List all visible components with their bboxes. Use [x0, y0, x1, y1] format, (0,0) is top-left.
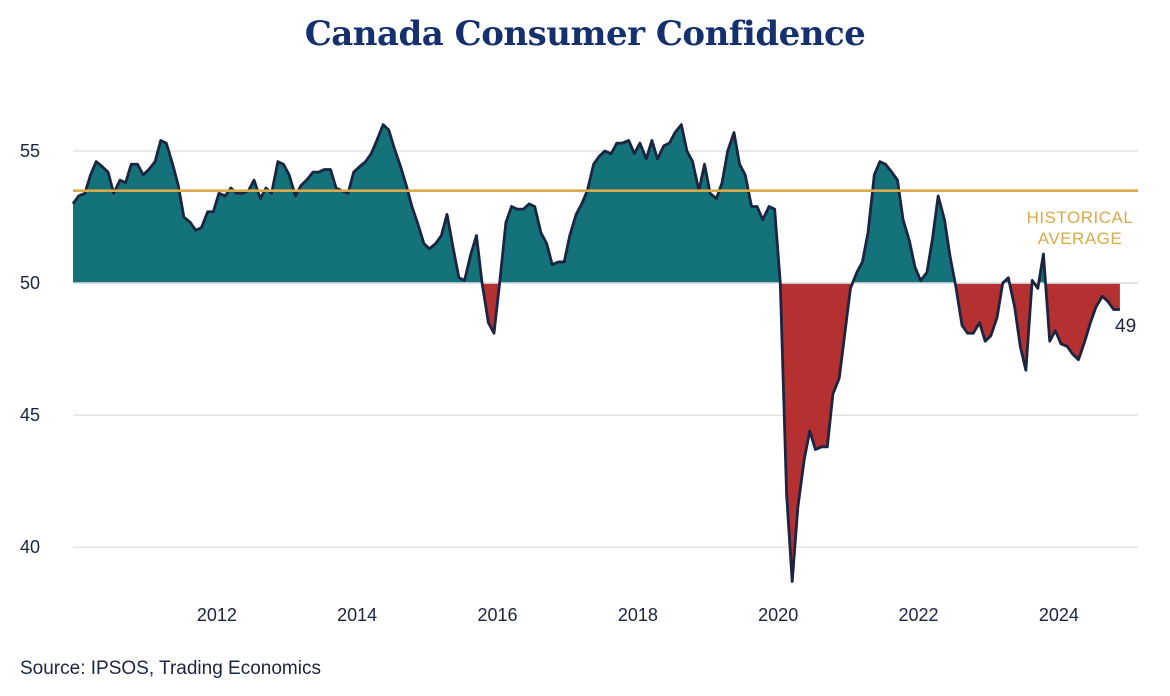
last-value-label: 49: [1115, 316, 1136, 337]
area-below-11: [1045, 283, 1120, 360]
area-above-0: [73, 124, 483, 284]
chart-title: Canada Consumer Confidence: [304, 14, 866, 54]
area-above-2: [499, 124, 781, 284]
x-tick-label-2016: 2016: [477, 605, 517, 625]
area-below-5: [955, 283, 1003, 342]
x-tick-label-2014: 2014: [337, 605, 377, 625]
x-tick-label-2012: 2012: [197, 605, 237, 625]
x-tick-label-2018: 2018: [618, 605, 658, 625]
y-tick-label-55: 55: [20, 141, 40, 161]
area-above-4: [852, 161, 956, 284]
area-fills: [73, 124, 1120, 582]
area-below-3: [780, 283, 853, 582]
y-tick-label-40: 40: [20, 537, 40, 557]
x-tick-label-2022: 2022: [898, 605, 938, 625]
source-note: Source: IPSOS, Trading Economics: [20, 658, 321, 679]
historical-average-label-line2: AVERAGE: [1038, 229, 1122, 248]
y-axis-ticks: 40 45 50 55: [20, 141, 40, 557]
x-axis-ticks: 2012 2014 2016 2018 2020 2022 2024: [197, 605, 1079, 625]
historical-average-label-line1: HISTORICAL: [1027, 208, 1134, 227]
x-tick-label-2020: 2020: [758, 605, 798, 625]
x-tick-label-2024: 2024: [1039, 605, 1079, 625]
y-tick-label-45: 45: [20, 405, 40, 425]
y-tick-label-50: 50: [20, 273, 40, 293]
